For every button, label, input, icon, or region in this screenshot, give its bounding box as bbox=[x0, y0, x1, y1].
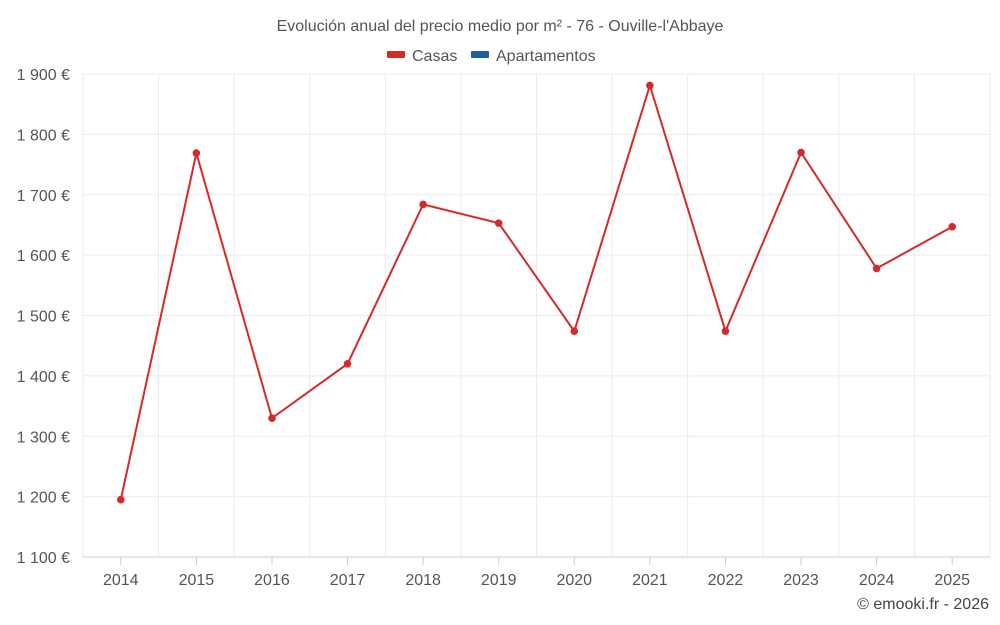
x-tick-label: 2016 bbox=[254, 572, 290, 589]
y-tick-label: 1 800 € bbox=[17, 127, 70, 144]
chart-title: Evolución anual del precio medio por m² … bbox=[277, 18, 724, 35]
data-point[interactable] bbox=[646, 81, 654, 90]
credit-text: © emooki.fr - 2026 bbox=[857, 596, 989, 613]
legend-label-casas: Casas bbox=[412, 48, 457, 65]
data-point[interactable] bbox=[192, 149, 201, 157]
data-point[interactable] bbox=[721, 327, 730, 335]
x-axis: 2014 2015 2016 2017 2018 2019 2020 2021 2022 2023… bbox=[83, 556, 990, 589]
y-tick-label: 1 400 € bbox=[17, 369, 70, 386]
legend-item-casas[interactable]: Casas bbox=[387, 48, 457, 65]
y-tick-label: 1 200 € bbox=[17, 490, 70, 507]
legend-label-apartamentos: Apartamentos bbox=[496, 48, 596, 65]
x-tick-label: 2019 bbox=[481, 572, 517, 589]
data-point[interactable] bbox=[343, 360, 352, 368]
data-point[interactable] bbox=[268, 414, 276, 422]
x-tick-label: 2025 bbox=[934, 572, 970, 589]
y-tick-label: 1 500 € bbox=[17, 309, 70, 326]
series-casas bbox=[116, 81, 957, 504]
data-point[interactable] bbox=[797, 148, 805, 157]
data-point[interactable] bbox=[419, 200, 427, 209]
y-tick-label: 1 900 € bbox=[17, 67, 70, 84]
legend-swatch-casas bbox=[387, 51, 405, 58]
x-tick-label: 2014 bbox=[103, 572, 139, 589]
legend-swatch-apartamentos bbox=[471, 51, 489, 58]
data-point[interactable] bbox=[116, 495, 125, 504]
y-tick-label: 1 700 € bbox=[17, 188, 70, 205]
series-line-casas bbox=[119, 82, 953, 500]
data-point[interactable] bbox=[494, 219, 503, 227]
grid bbox=[82, 73, 991, 558]
x-tick-label: 2020 bbox=[556, 572, 592, 589]
x-tick-label: 2022 bbox=[708, 572, 744, 589]
data-point[interactable] bbox=[948, 222, 957, 231]
y-tick-label: 1 600 € bbox=[17, 248, 70, 265]
x-tick-label: 2018 bbox=[405, 572, 441, 589]
data-point[interactable] bbox=[872, 264, 881, 273]
y-axis: 1 100 € 1 200 € 1 300 € 1 400 € 1 500 € 1 600… bbox=[17, 67, 70, 567]
legend: Casas Apartamentos bbox=[387, 48, 596, 65]
x-tick-label: 2023 bbox=[783, 572, 819, 589]
x-tick-label: 2017 bbox=[330, 572, 366, 589]
x-tick-label: 2024 bbox=[859, 572, 895, 589]
data-point[interactable] bbox=[570, 327, 579, 335]
y-tick-label: 1 100 € bbox=[17, 550, 70, 567]
x-tick-label: 2015 bbox=[179, 572, 215, 589]
x-tick-label: 2021 bbox=[632, 572, 668, 589]
y-tick-label: 1 300 € bbox=[17, 429, 70, 446]
legend-item-apartamentos[interactable]: Apartamentos bbox=[471, 48, 596, 65]
